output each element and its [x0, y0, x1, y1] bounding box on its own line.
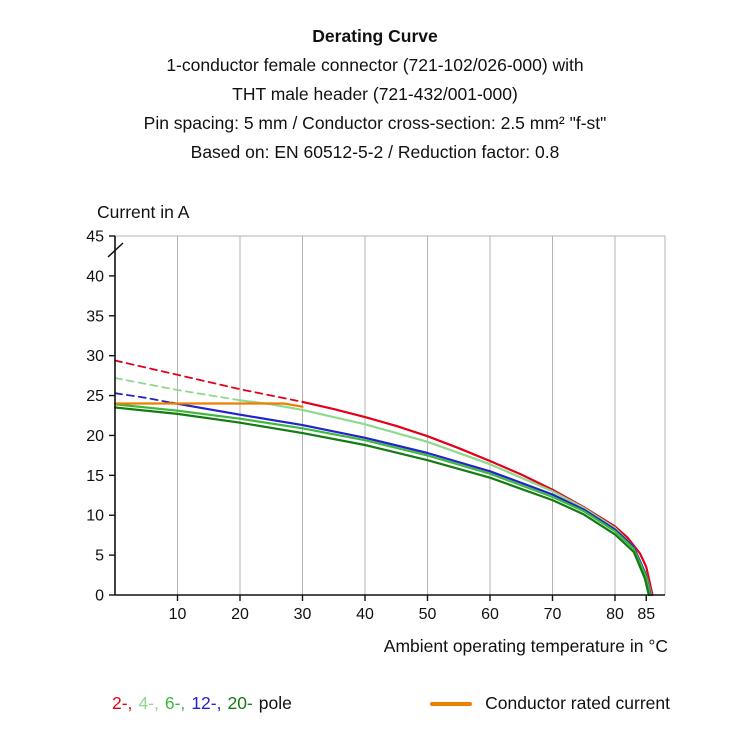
x-tick-label-30: 30: [294, 606, 312, 623]
legend-pole-word: pole: [258, 693, 292, 713]
x-tick-label-10: 10: [169, 606, 187, 623]
x-tick-label-60: 60: [481, 606, 499, 623]
y-tick-label-10: 10: [86, 508, 104, 525]
y-tick-label-20: 20: [86, 428, 104, 445]
y-tick-label-30: 30: [86, 348, 104, 365]
x-tick-label-40: 40: [356, 606, 374, 623]
x-tick-label-85: 85: [637, 606, 655, 623]
x-tick-label-70: 70: [544, 606, 562, 623]
derating-chart: 0 5 10 15 20 25 30 35 40 45 10 20 30 40 50 60 70 80 85: [86, 229, 666, 623]
series-4-pole-solid: [238, 399, 653, 597]
y-axis-title: Current in A: [97, 202, 190, 222]
title-block: Derating Curve 1-conductor female connec…: [0, 22, 750, 167]
y-tick-label-45: 45: [86, 229, 104, 246]
legend-pole-6: 6-,: [164, 693, 186, 713]
series-6-pole-solid: [113, 403, 652, 597]
series-2-pole-dashed: [114, 359, 304, 403]
y-tick-label-35: 35: [86, 308, 104, 325]
legend-pole-2: 2-,: [112, 693, 133, 713]
y-tick-label-15: 15: [86, 468, 104, 485]
y-axis-break-mark: [107, 242, 124, 258]
pole-legend: 2-, 4-, 6-, 12-, 20- pole: [112, 693, 292, 714]
rated-current-label: Conductor rated current: [485, 693, 670, 713]
legend: 2-, 4-, 6-, 12-, 20- pole Conductor rate…: [0, 693, 750, 714]
series-4-pole-dashed: [114, 377, 241, 402]
y-tick-label-0: 0: [95, 588, 104, 605]
chart-subtitle-4: Based on: EN 60512-5-2 / Reduction facto…: [190, 142, 560, 162]
x-axis-title: Ambient operating temperature in °C: [383, 636, 668, 656]
y-tick-label-25: 25: [86, 388, 104, 405]
chart-subtitle-1: 1-conductor female connector (721-102/02…: [166, 55, 584, 75]
rated-current-legend: Conductor rated current: [430, 693, 670, 714]
rated-current-line-swatch: [430, 701, 473, 706]
y-tick-label-5: 5: [95, 548, 104, 565]
x-tick-label-80: 80: [606, 606, 624, 623]
legend-pole-20: 20-: [227, 693, 253, 713]
x-tick-label-50: 50: [419, 606, 437, 623]
chart-subtitle-3: Pin spacing: 5 mm / Conductor cross-sect…: [143, 113, 607, 133]
legend-pole-4: 4-,: [138, 693, 159, 713]
x-tick-label-20: 20: [231, 606, 249, 623]
chart-title: Derating Curve: [312, 26, 438, 46]
series-2-pole-solid: [301, 400, 654, 597]
series-12-pole-dashed: [114, 392, 173, 404]
legend-pole-12: 12-,: [191, 693, 222, 713]
y-tick-label-40: 40: [86, 268, 104, 285]
series-20-pole-solid: [113, 406, 650, 597]
series-conductor-rated-current-solid: [113, 402, 304, 408]
chart-subtitle-2: THT male header (721-432/001-000): [232, 84, 518, 104]
